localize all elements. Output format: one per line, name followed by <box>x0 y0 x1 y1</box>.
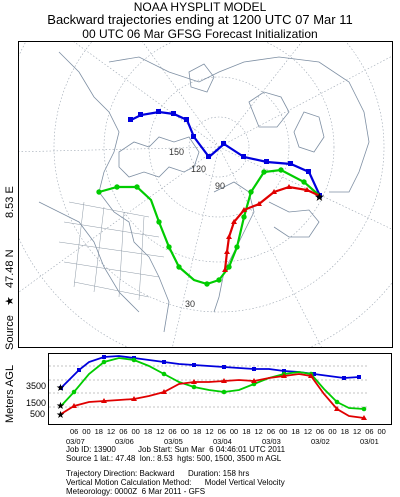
graticule-label: 120 <box>191 164 206 174</box>
time-tick-label: 12 <box>255 427 263 436</box>
time-tick-label: 18 <box>242 427 250 436</box>
time-tick-label: 00 <box>230 427 238 436</box>
model-title: NOAA HYSPLIT MODEL <box>133 0 267 14</box>
time-tick-label: 12 <box>107 427 115 436</box>
initialization-subtitle: 00 UTC 06 Mar GFSG Forecast Initializati… <box>82 27 318 41</box>
time-tick-label: 00 <box>328 427 336 436</box>
red-trajectory <box>222 184 321 272</box>
blue-trajectory <box>128 109 322 198</box>
date-tick-label: 03/04 <box>213 437 232 446</box>
time-tick-label: 06 <box>218 427 226 436</box>
coastlines <box>38 51 370 333</box>
time-tick-label: 12 <box>304 427 312 436</box>
left-level-label: 3500 <box>26 381 47 391</box>
source-star-icon: ★ <box>56 410 65 421</box>
time-tick-label: 12 <box>205 427 213 436</box>
date-tick-label: 03/06 <box>115 437 134 446</box>
map-canvas: 150 120 90 30 <box>19 42 392 347</box>
red-altitude-line <box>60 373 365 419</box>
date-tick-label: 03/01 <box>360 437 379 446</box>
date-tick-label: 03/02 <box>311 437 330 446</box>
time-tick-label: 06 <box>70 427 78 436</box>
time-tick-label: 12 <box>156 427 164 436</box>
source-text: Source <box>4 315 16 350</box>
us-state-borders <box>58 201 165 301</box>
source-star-icon: ★ <box>4 296 16 306</box>
altitude-ylabel: Meters AGL <box>4 365 16 423</box>
left-level-label: 1500 <box>26 398 47 408</box>
time-tick-label: 06 <box>365 427 373 436</box>
date-tick-label: 03/03 <box>262 437 281 446</box>
green-altitude-markers <box>71 357 367 412</box>
date-tick-label: 03/05 <box>164 437 183 446</box>
time-axis: 06 00 18 12 06 00 18 12 06 00 18 12 06 00 18 12 06 00 18 12… <box>66 427 386 446</box>
graticule-label: 90 <box>215 181 225 191</box>
graticule-label: 30 <box>185 299 195 309</box>
green-altitude-line <box>60 357 365 410</box>
meters-agl-label: Meters AGL <box>4 365 16 423</box>
vertical-method-info: Vertical Motion Calculation Method: Mode… <box>66 478 285 487</box>
time-tick-label: 18 <box>193 427 201 436</box>
time-tick-label: 00 <box>181 427 189 436</box>
trajectory-map: 150 120 90 30 <box>18 41 393 348</box>
source-star-icon: ★ <box>314 190 325 204</box>
altitude-panel: ★ ★ ★ <box>48 353 392 425</box>
direction-info: Trajectory Direction: Backward Duration:… <box>66 469 250 478</box>
left-level-label: 500 <box>30 409 46 419</box>
time-tick-label: 18 <box>144 427 152 436</box>
graticule-label: 150 <box>169 147 184 157</box>
source-star-icon: ★ <box>56 401 65 412</box>
altitude-canvas: ★ ★ ★ <box>49 355 369 421</box>
start-stars: ★ ★ ★ <box>56 383 65 421</box>
source-latitude: 47.48 N <box>4 249 16 288</box>
green-trajectory <box>96 167 321 287</box>
time-tick-label: 06 <box>316 427 324 436</box>
time-tick-label: 06 <box>267 427 275 436</box>
meteorology-info: Meteorology: 0000Z 6 Mar 2011 - GFS <box>66 487 206 496</box>
time-tick-label: 18 <box>341 427 349 436</box>
source-star-icon: ★ <box>56 383 65 394</box>
time-tick-label: 00 <box>378 427 386 436</box>
time-tick-label: 06 <box>119 427 127 436</box>
job-info: Job ID: 13900 Job Start: Sun Mar 6 04:46… <box>66 445 286 454</box>
time-tick-label: 18 <box>95 427 103 436</box>
time-tick-label: 06 <box>168 427 176 436</box>
red-altitude-markers <box>71 373 367 420</box>
time-tick-label: 00 <box>132 427 140 436</box>
date-tick-label: 03/07 <box>66 437 85 446</box>
time-tick-label: 00 <box>82 427 90 436</box>
time-tick-label: 00 <box>279 427 287 436</box>
time-tick-label: 12 <box>353 427 361 436</box>
source-info: Source 1 lat.: 47.48 lon.: 8.53 hgts: 50… <box>66 454 282 463</box>
graticule <box>19 42 392 347</box>
source-label: Source ★ 47.48 N 8.53 E <box>4 186 16 350</box>
source-longitude: 8.53 E <box>4 186 16 218</box>
time-tick-label: 18 <box>291 427 299 436</box>
trajectory-title: Backward trajectories ending at 1200 UTC… <box>47 12 353 27</box>
